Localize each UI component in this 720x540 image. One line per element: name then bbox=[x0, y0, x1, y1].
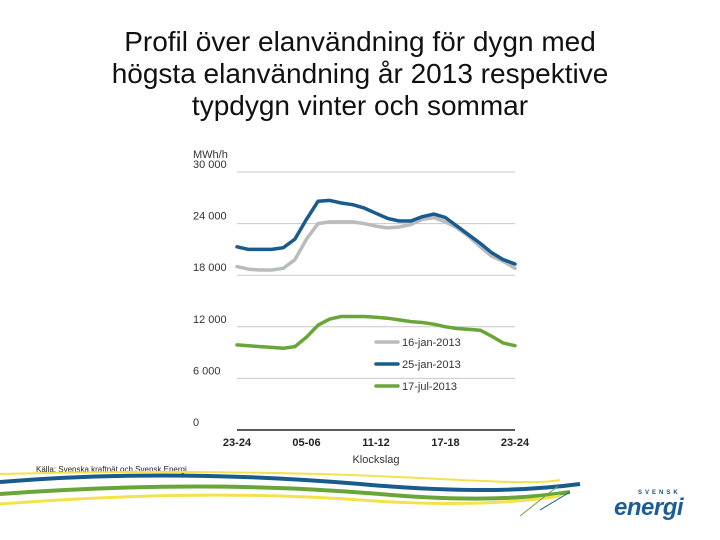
footer-swoosh bbox=[0, 470, 581, 517]
y-axis-label: MWh/h bbox=[193, 149, 228, 161]
x-tick-label: 23-24 bbox=[223, 437, 252, 449]
logo-main-text: energi bbox=[614, 494, 684, 521]
x-tick-label: 17-18 bbox=[431, 437, 459, 449]
title-line-1: Profil över elanvändning för dygn med bbox=[124, 26, 596, 57]
title-line-3: typdygn vinter och sommar bbox=[191, 90, 529, 121]
y-tick-label: 18 000 bbox=[193, 262, 227, 274]
x-tick-label: 23-24 bbox=[501, 437, 530, 449]
y-tick-label: 30 000 bbox=[193, 159, 227, 171]
svensk-energi-logo: SVENSK energi bbox=[608, 490, 698, 524]
legend-label: 25-jan-2013 bbox=[402, 359, 461, 371]
source-note: Källa: Svenska kraftnät och Svensk Energ… bbox=[36, 465, 187, 474]
x-axis-label: Klockslag bbox=[352, 454, 399, 466]
title-line-2: högsta elanvändning år 2013 respektive bbox=[111, 58, 609, 89]
legend-label: 16-jan-2013 bbox=[402, 337, 461, 349]
logo-small-text: SVENSK bbox=[638, 490, 681, 496]
x-tick-label: 11-12 bbox=[362, 437, 390, 449]
y-tick-label: 0 bbox=[193, 417, 199, 429]
y-tick-label: 6 000 bbox=[193, 365, 221, 377]
series-line-25-jan-2013 bbox=[235, 198, 517, 266]
series-line-17-jul-2013 bbox=[235, 314, 517, 351]
y-tick-label: 12 000 bbox=[193, 314, 227, 326]
legend-label: 17-jul-2013 bbox=[402, 381, 457, 393]
y-tick-label: 24 000 bbox=[193, 211, 227, 223]
slide-title: Profil över elanvändning för dygn med hö… bbox=[60, 26, 660, 122]
x-tick-label: 05-06 bbox=[292, 437, 320, 449]
chart-container: 0 6 000 12 000 18 000 24 000 30 000 MWh/h 23-24… bbox=[170, 140, 530, 470]
series-line-16-jan-2013 bbox=[235, 215, 517, 272]
